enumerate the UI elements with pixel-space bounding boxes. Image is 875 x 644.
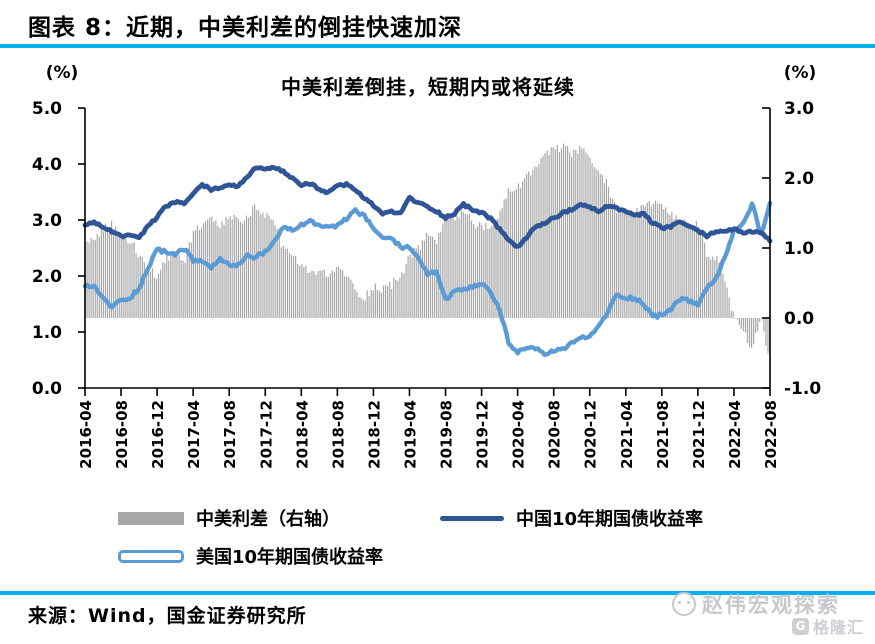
svg-text:2017-04: 2017-04 — [185, 400, 203, 469]
svg-text:2020-12: 2020-12 — [582, 400, 600, 469]
svg-text:1.0: 1.0 — [32, 323, 62, 343]
watermark-account-name: 赵伟宏观探索 — [702, 593, 840, 617]
legend-label-china-yield: 中国10年期国债收益率 — [516, 509, 704, 530]
legend-item-us-yield: 美国10年期国债收益率 — [118, 544, 383, 568]
svg-text:2021-04: 2021-04 — [618, 400, 636, 469]
legend-swatch-us-line — [118, 549, 184, 563]
svg-text:2019-04: 2019-04 — [401, 400, 419, 469]
svg-text:0.0: 0.0 — [32, 379, 62, 399]
legend-item-china-yield: 中国10年期国债收益率 — [440, 506, 703, 530]
svg-text:2018-04: 2018-04 — [293, 400, 311, 469]
svg-text:(%): (%) — [46, 63, 79, 83]
svg-text:2021-12: 2021-12 — [690, 400, 708, 469]
svg-text:5.0: 5.0 — [32, 99, 62, 119]
svg-text:2017-08: 2017-08 — [221, 400, 239, 469]
watermark-gelonghui-name: 格隆汇 — [813, 618, 865, 637]
svg-text:-1.0: -1.0 — [784, 379, 821, 399]
svg-text:中美利差倒挂，短期内或将延续: 中美利差倒挂，短期内或将延续 — [281, 75, 575, 99]
svg-text:2020-08: 2020-08 — [546, 400, 564, 469]
svg-text:(%): (%) — [784, 63, 817, 83]
legend-item-spread: 中美利差（右轴） — [118, 506, 340, 530]
chat-face-icon — [672, 592, 696, 616]
svg-text:2022-04: 2022-04 — [726, 400, 744, 469]
svg-text:2019-12: 2019-12 — [474, 400, 492, 469]
legend-label-spread: 中美利差（右轴） — [196, 509, 340, 530]
svg-text:1.0: 1.0 — [784, 239, 814, 259]
svg-text:0.0: 0.0 — [784, 309, 814, 329]
svg-text:4.0: 4.0 — [32, 155, 62, 175]
source-text: 来源：Wind，国金证券研究所 — [28, 605, 307, 627]
legend-swatch-spread-bar — [118, 511, 184, 525]
svg-text:3.0: 3.0 — [784, 99, 814, 119]
legend-label-us-yield: 美国10年期国债收益率 — [196, 547, 384, 568]
top-divider — [0, 44, 875, 48]
watermark-wechat: 赵伟宏观探索 — [672, 589, 840, 619]
svg-text:2016-12: 2016-12 — [149, 400, 167, 469]
svg-text:2021-08: 2021-08 — [654, 400, 672, 469]
svg-text:2017-12: 2017-12 — [257, 400, 275, 469]
svg-text:2.0: 2.0 — [32, 267, 62, 287]
svg-text:2018-12: 2018-12 — [365, 400, 383, 469]
svg-text:2022-08: 2022-08 — [762, 400, 780, 469]
svg-text:2016-04: 2016-04 — [77, 400, 95, 469]
page-title: 图表 8：近期，中美利差的倒挂快速加深 — [28, 15, 463, 41]
svg-text:2018-08: 2018-08 — [329, 400, 347, 469]
svg-text:2.0: 2.0 — [784, 169, 814, 189]
svg-text:3.0: 3.0 — [32, 211, 62, 231]
svg-text:2020-04: 2020-04 — [510, 400, 528, 469]
bottom-divider — [0, 591, 875, 595]
svg-text:2019-08: 2019-08 — [438, 400, 456, 469]
svg-text:2016-08: 2016-08 — [113, 400, 131, 469]
watermark-gelonghui: G 格隆汇 — [792, 614, 864, 638]
gelonghui-logo-icon: G — [792, 617, 809, 635]
legend-swatch-china-line — [440, 515, 504, 521]
